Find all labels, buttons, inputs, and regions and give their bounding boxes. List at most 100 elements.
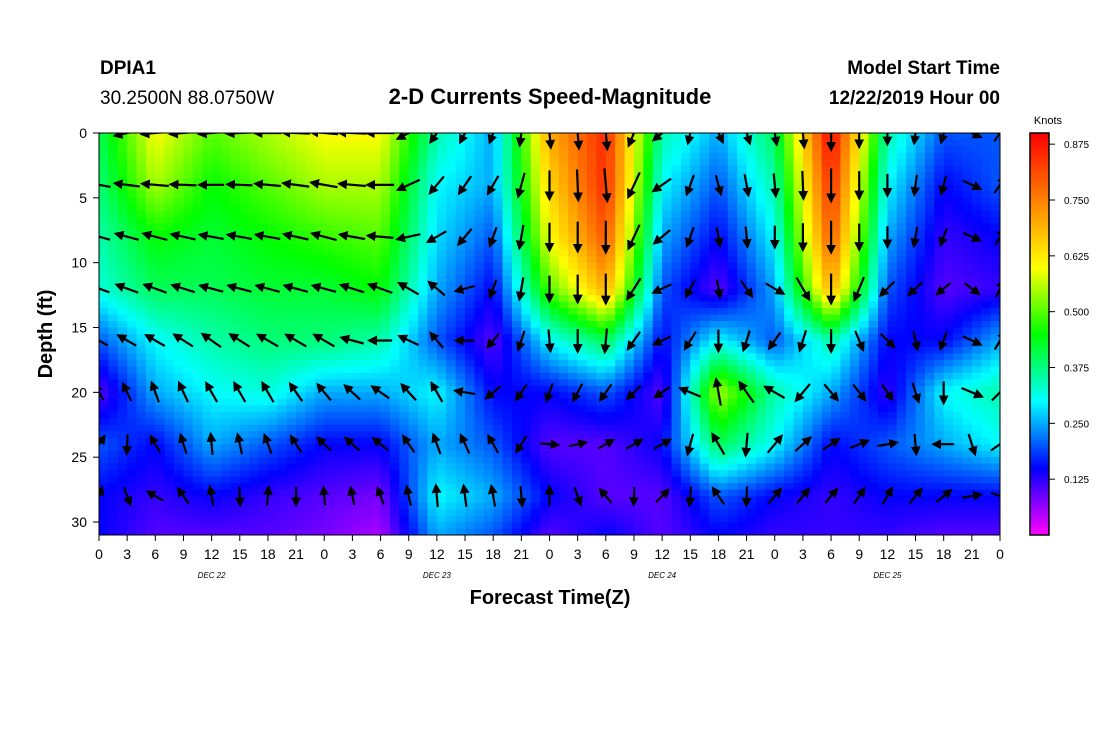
heatmap-cell: [117, 256, 128, 264]
heatmap-cell: [108, 457, 119, 465]
heatmap-cell: [108, 489, 119, 497]
heatmap-cell: [436, 308, 447, 316]
heatmap-cell: [605, 489, 616, 497]
heatmap-cell: [333, 204, 344, 212]
heatmap-cell: [436, 133, 447, 141]
heatmap-cell: [652, 256, 663, 264]
heatmap-cell: [483, 243, 494, 251]
heatmap-cell: [633, 243, 644, 251]
heatmap-cell: [727, 236, 738, 244]
heatmap-cell: [286, 411, 297, 419]
heatmap-cell: [633, 502, 644, 510]
heatmap-cell: [643, 437, 654, 445]
heatmap-cell: [389, 340, 400, 348]
heatmap-cell: [286, 139, 297, 147]
heatmap-cell: [418, 411, 429, 419]
heatmap-cell: [755, 346, 766, 355]
heatmap-cell: [174, 405, 185, 413]
heatmap-cell: [690, 210, 701, 218]
heatmap-cell: [108, 269, 119, 277]
heatmap-cell: [99, 476, 109, 484]
heatmap-cell: [277, 463, 288, 471]
heatmap-cell: [643, 405, 654, 413]
heatmap-cell: [605, 301, 616, 309]
heatmap-cell: [699, 418, 710, 426]
heatmap-cell: [418, 359, 429, 368]
heatmap-cell: [136, 262, 147, 270]
heatmap-cell: [211, 139, 222, 147]
heatmap-cell: [624, 321, 635, 329]
heatmap-cell: [474, 204, 485, 212]
heatmap-cell: [202, 515, 213, 523]
heatmap-cell: [624, 398, 635, 406]
heatmap-cell: [690, 133, 701, 141]
heatmap-cell: [192, 476, 203, 484]
heatmap-cell: [211, 308, 222, 316]
heatmap-cell: [558, 197, 569, 205]
heatmap-cell: [258, 483, 269, 491]
heatmap-cell: [633, 204, 644, 212]
heatmap-cell: [812, 411, 823, 419]
heatmap-cell: [615, 243, 626, 251]
heatmap-cell: [840, 171, 851, 179]
heatmap-cell: [108, 275, 119, 283]
heatmap-cell: [727, 217, 738, 225]
heatmap-cell: [183, 392, 194, 400]
heatmap-cell: [239, 424, 250, 432]
heatmap-cell: [577, 392, 588, 400]
heatmap-cell: [643, 528, 654, 535]
heatmap-cell: [540, 334, 551, 342]
heatmap-cell: [258, 165, 269, 173]
heatmap-cell: [530, 515, 541, 523]
heatmap-cell: [643, 450, 654, 458]
heatmap-cell: [239, 243, 250, 251]
heatmap-cell: [774, 476, 785, 484]
heatmap-cell: [568, 496, 579, 504]
heatmap-cell: [145, 359, 156, 368]
heatmap-cell: [549, 431, 560, 439]
heatmap-cell: [568, 256, 579, 264]
heatmap-cell: [465, 405, 476, 413]
heatmap-cell: [127, 418, 138, 426]
heatmap-cell: [718, 165, 729, 173]
heatmap-cell: [399, 275, 410, 283]
heatmap-cell: [521, 431, 532, 439]
heatmap-cell: [324, 483, 335, 491]
heatmap-cell: [164, 463, 175, 471]
heatmap-cell: [530, 392, 541, 400]
heatmap-cell: [446, 133, 457, 141]
heatmap-cell: [793, 489, 804, 497]
heatmap-cell: [249, 210, 260, 218]
heatmap-cell: [699, 204, 710, 212]
heatmap-cell: [558, 476, 569, 484]
heatmap-cell: [671, 431, 682, 439]
heatmap-cell: [164, 418, 175, 426]
heatmap-cell: [737, 301, 748, 309]
heatmap-cell: [389, 223, 400, 231]
heatmap-cell: [361, 165, 372, 173]
heatmap-cell: [727, 379, 738, 387]
heatmap-cell: [389, 450, 400, 458]
heatmap-cell: [136, 295, 147, 303]
heatmap-cell: [389, 489, 400, 497]
heatmap-cell: [474, 184, 485, 192]
heatmap-cell: [324, 418, 335, 426]
heatmap-cell: [389, 197, 400, 205]
heatmap-cell: [155, 171, 166, 179]
heatmap-cell: [352, 165, 363, 173]
heatmap-cell: [343, 236, 354, 244]
heatmap-cell: [455, 308, 466, 316]
heatmap-cell: [136, 411, 147, 419]
heatmap-cell: [511, 256, 522, 264]
heatmap-cell: [474, 528, 485, 535]
heatmap-cell: [436, 372, 447, 380]
heatmap-cell: [267, 470, 278, 478]
heatmap-cell: [737, 295, 748, 303]
heatmap-cell: [324, 437, 335, 445]
heatmap-cell: [333, 392, 344, 400]
heatmap-cell: [192, 424, 203, 432]
heatmap-cell: [183, 489, 194, 497]
heatmap-cell: [577, 476, 588, 484]
heatmap-cell: [521, 334, 532, 342]
heatmap-cell: [371, 139, 382, 147]
